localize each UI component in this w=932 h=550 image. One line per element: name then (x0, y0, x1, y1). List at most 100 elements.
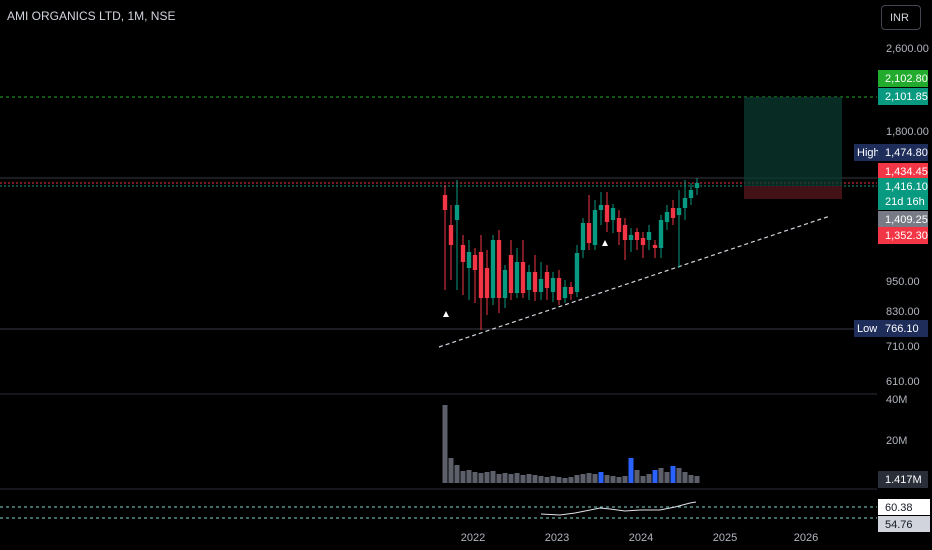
volume-bar (586, 473, 592, 483)
volume-bar (460, 471, 466, 483)
candle-body (550, 278, 556, 292)
candle-body (544, 272, 550, 288)
candle-body (646, 232, 652, 240)
volume-bar (592, 474, 598, 483)
candle-body (598, 205, 604, 210)
oscillator-line (540, 501, 697, 516)
volume-bar (484, 472, 490, 483)
candle-body (442, 195, 448, 210)
volume-bar (508, 474, 514, 483)
price-tag-label: High (857, 147, 880, 159)
volume-bar (490, 471, 496, 483)
signal-marker (443, 311, 449, 317)
price-tick-label: 950.00 (886, 276, 920, 288)
time-tick-label: 2025 (713, 532, 737, 544)
price-tag-bg (878, 320, 928, 337)
time-tick-label: 2026 (794, 532, 818, 544)
price-tag-value: 1,352.30 (885, 230, 928, 242)
volume-bar (610, 476, 616, 483)
volume-bar (574, 475, 580, 483)
volume-tag-value: 1.417M (885, 474, 922, 486)
volume-bar (664, 472, 670, 483)
ascending-trendline (438, 215, 831, 348)
price-tag-value: 1,434.45 (885, 166, 928, 178)
price-tick-label: 610.00 (886, 376, 920, 388)
price-tick-label: 830.00 (886, 306, 920, 318)
volume-bar (634, 470, 640, 483)
price-tag-bg (878, 178, 928, 210)
candle-body (562, 287, 568, 298)
volume-bar (652, 470, 658, 483)
volume-bar (670, 466, 676, 483)
candle-body (694, 183, 700, 188)
volume-bar (694, 476, 700, 483)
candle-body (568, 287, 574, 294)
volume-bar (556, 477, 562, 483)
price-tag-value: 2,102.80 (885, 73, 928, 85)
candle-body (490, 240, 496, 298)
time-tick-label: 2024 (629, 532, 653, 544)
price-tick-label: 710.00 (886, 341, 920, 353)
candle-body (496, 240, 502, 298)
candle-body (640, 238, 646, 245)
candle-body (616, 218, 622, 232)
candle-body (652, 245, 658, 248)
price-tag-bg (878, 88, 928, 105)
price-tag-value: 1,416.10 (885, 181, 928, 193)
candle-body (472, 255, 478, 270)
price-tick-label: 1,800.00 (886, 126, 929, 138)
volume-bar (658, 468, 664, 483)
volume-bar (514, 473, 520, 483)
candle-body (454, 205, 460, 220)
candle-body (556, 278, 562, 300)
candle-body (460, 245, 466, 262)
price-tag-countdown: 21d 16h (885, 196, 925, 208)
candle-body (664, 212, 670, 222)
time-tick-label: 2023 (545, 532, 569, 544)
candle-body (592, 210, 598, 245)
volume-bar (454, 465, 460, 483)
volume-bar (472, 472, 478, 483)
chart-title: AMI ORGANICS LTD, 1M, NSE (7, 9, 176, 23)
candle-body (574, 253, 580, 292)
price-tag-label: Low (857, 323, 877, 335)
volume-bar (562, 478, 568, 483)
volume-bar (526, 474, 532, 483)
volume-bar (646, 474, 652, 483)
volume-bar (622, 476, 628, 483)
currency-selector[interactable]: INR (881, 5, 921, 30)
candle-body (688, 190, 694, 198)
volume-bar (568, 477, 574, 483)
price-tag-value: 1,474.80 (885, 147, 928, 159)
volume-tag-bg (878, 471, 928, 488)
candle-body (586, 223, 592, 243)
price-tag-bg (878, 227, 928, 244)
oscillator-tag-value: 54.76 (885, 519, 913, 531)
signal-marker (602, 240, 608, 246)
candle-body (502, 270, 508, 298)
volume-bar (688, 475, 694, 483)
volume-bar (604, 475, 610, 483)
time-tick-label: 2022 (461, 532, 485, 544)
candle-body (520, 262, 526, 293)
candle-body (508, 255, 514, 293)
price-tag-bg (878, 70, 928, 87)
candle-body (514, 262, 520, 293)
volume-bar (442, 405, 448, 483)
price-tag-value: 766.10 (885, 323, 919, 335)
price-tick-label: 2,600.00 (886, 43, 929, 55)
price-tag-bg (878, 211, 928, 228)
candle-body (532, 272, 538, 292)
volume-bar (544, 477, 550, 483)
long-position-profit-zone (744, 97, 842, 186)
candle-body (670, 208, 676, 218)
candle-body (634, 232, 640, 240)
volume-bar (448, 458, 454, 483)
price-tag-value: 1,409.25 (885, 214, 928, 226)
volume-bar (496, 474, 502, 483)
long-position-stop-zone (744, 186, 842, 199)
volume-bar (502, 473, 508, 483)
price-tag-label-bg (854, 144, 881, 161)
oscillator-tag-value: 60.38 (885, 502, 913, 514)
